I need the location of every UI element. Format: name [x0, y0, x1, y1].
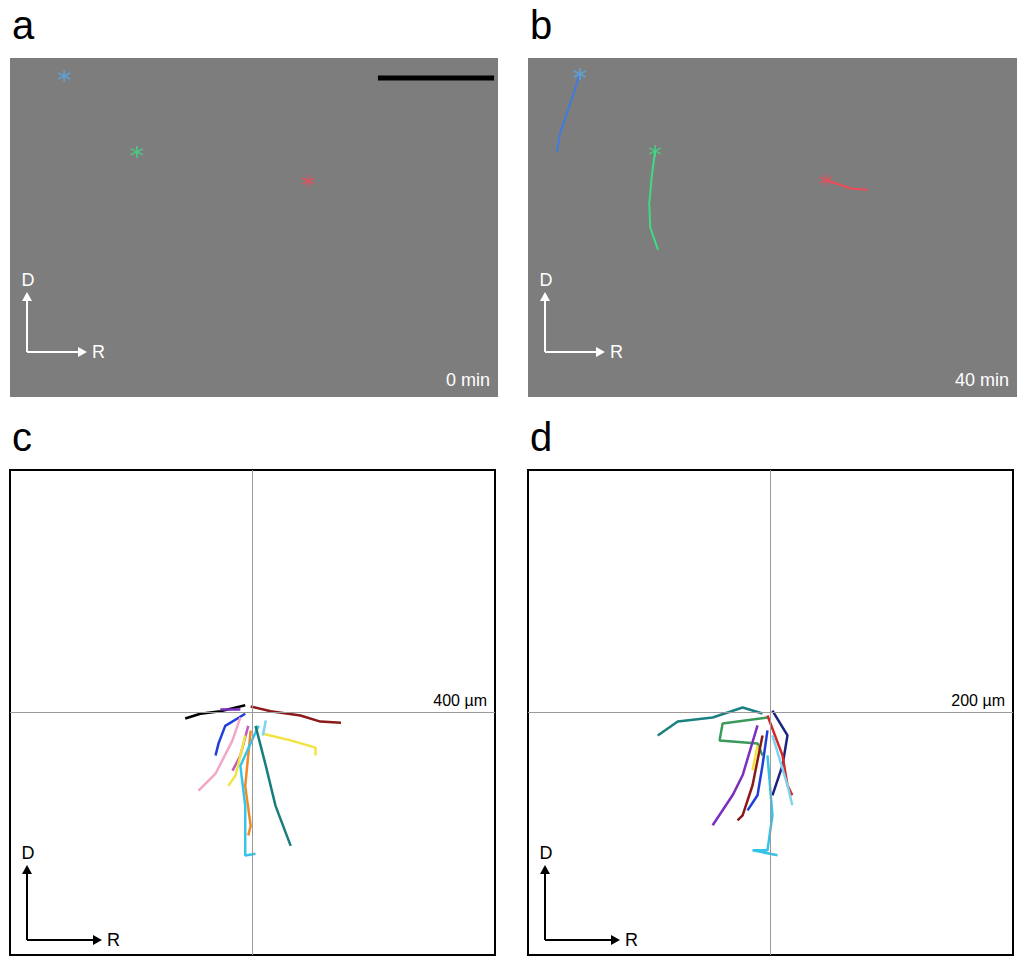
- svg-text:R: R: [92, 342, 105, 362]
- svg-text:200 µm: 200 µm: [951, 692, 1005, 709]
- svg-text:D: D: [22, 843, 35, 863]
- svg-text:R: R: [610, 342, 623, 362]
- svg-text:R: R: [625, 930, 638, 950]
- svg-text:D: D: [22, 270, 35, 290]
- svg-text:a: a: [12, 3, 35, 47]
- svg-text:D: D: [540, 270, 553, 290]
- svg-text:b: b: [530, 3, 552, 47]
- svg-text:D: D: [540, 843, 553, 863]
- svg-text:40 min: 40 min: [955, 370, 1009, 390]
- svg-text:d: d: [530, 415, 552, 459]
- svg-text:R: R: [107, 930, 120, 950]
- svg-text:c: c: [12, 415, 32, 459]
- svg-text:400 µm: 400 µm: [433, 692, 487, 709]
- svg-text:0 min: 0 min: [446, 370, 490, 390]
